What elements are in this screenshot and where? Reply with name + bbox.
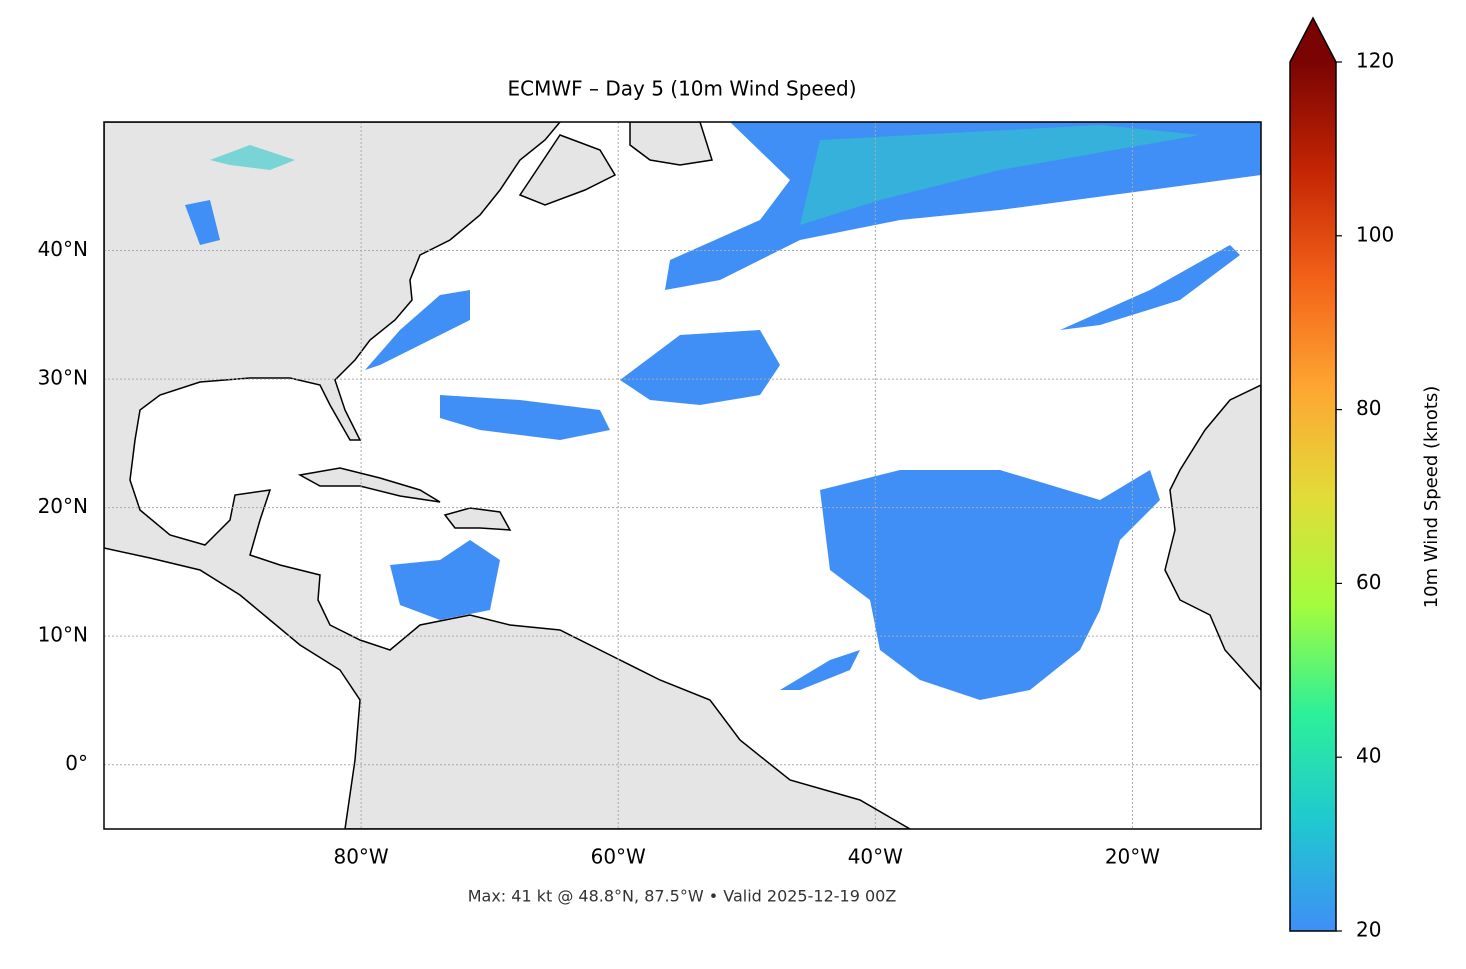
y-tick-label: 20°N bbox=[38, 494, 88, 518]
axes bbox=[104, 122, 1261, 829]
colorbar-label: 10m Wind Speed (knots) bbox=[1421, 386, 1442, 609]
wind-patch bbox=[800, 125, 1200, 225]
wind-patch bbox=[390, 540, 500, 620]
y-tick-label: 0° bbox=[65, 751, 88, 775]
y-tick-label: 10°N bbox=[38, 623, 88, 647]
colorbar-tick-label: 100 bbox=[1356, 222, 1394, 246]
cuba bbox=[297, 467, 441, 503]
africa bbox=[1164, 384, 1261, 692]
wind-patch bbox=[440, 395, 610, 440]
colorbar-tick-label: 80 bbox=[1356, 396, 1381, 420]
y-tick-label: 40°N bbox=[38, 237, 88, 261]
map bbox=[104, 122, 1261, 829]
x-tick-label: 60°W bbox=[591, 845, 646, 869]
y-tick-label: 30°N bbox=[38, 366, 88, 390]
colorbar-tick-label: 60 bbox=[1356, 570, 1381, 594]
colorbar-tick-label: 40 bbox=[1356, 744, 1381, 768]
wind-patch bbox=[185, 200, 220, 245]
wind-patch bbox=[820, 470, 1160, 700]
newfoundland bbox=[629, 122, 713, 166]
footer-note: Max: 41 kt @ 48.8°N, 87.5°W • Valid 2025… bbox=[468, 887, 897, 906]
wind-patch bbox=[620, 330, 780, 405]
x-tick-label: 40°W bbox=[848, 845, 903, 869]
colorbar bbox=[1290, 62, 1336, 931]
colorbar-tick-label: 20 bbox=[1356, 918, 1381, 942]
chart-title: ECMWF – Day 5 (10m Wind Speed) bbox=[508, 77, 857, 101]
americas bbox=[104, 122, 912, 829]
wind-patch bbox=[210, 145, 295, 170]
wind-patch bbox=[780, 650, 860, 690]
wind-patch bbox=[365, 290, 470, 370]
colorbar-tick-label: 120 bbox=[1356, 49, 1394, 73]
colorbar-frame bbox=[1289, 16, 1337, 932]
wind-patch bbox=[665, 122, 1261, 290]
nova-scotia bbox=[518, 134, 617, 206]
x-tick-label: 20°W bbox=[1105, 845, 1160, 869]
map-frame bbox=[103, 121, 1262, 830]
wind-patch bbox=[1060, 245, 1240, 330]
x-tick-label: 80°W bbox=[333, 845, 388, 869]
colorbar-extend bbox=[1290, 18, 1336, 62]
